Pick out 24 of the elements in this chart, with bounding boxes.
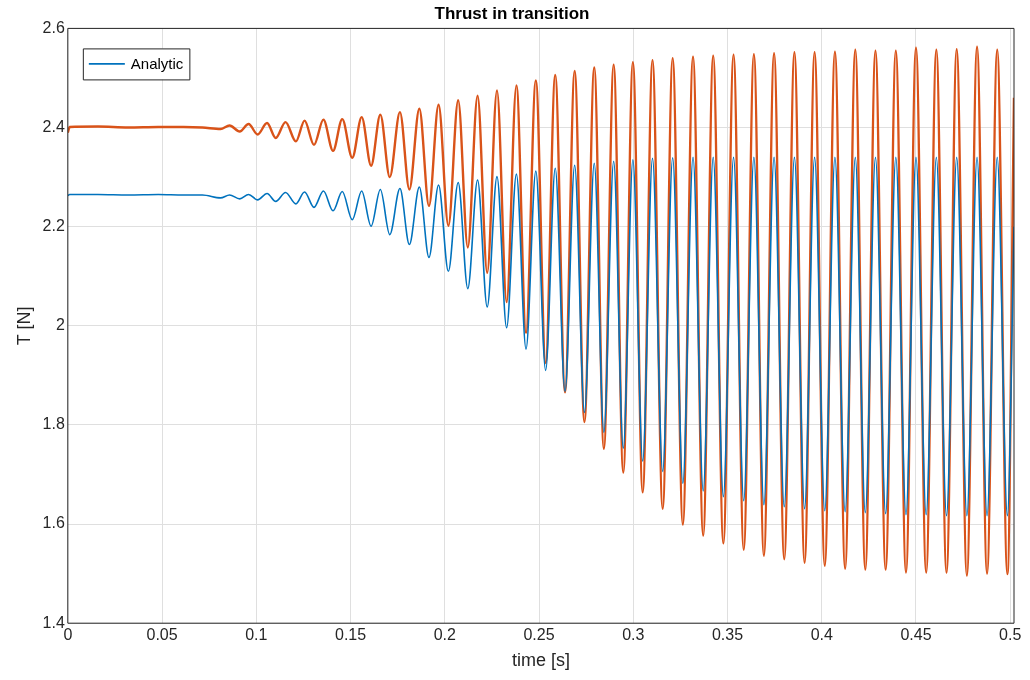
legend-label: Analytic [130,55,184,73]
y-tick-label: 1.8 [42,415,65,433]
line-series [67,45,1014,577]
x-tick-label: 0.4 [810,626,833,644]
y-tick-label: 2.6 [42,18,65,36]
x-tick-label: 0.15 [334,626,367,644]
y-tick-label: 2.4 [42,117,65,135]
chart-title: Thrust in transition [434,3,590,23]
x-tick-label: 0.35 [711,626,744,644]
y-tick-label: 2.2 [42,217,65,235]
y-axis-title: T [N] [13,306,34,346]
x-tick-label: 0.3 [622,626,645,644]
x-tick-label: 0.25 [523,626,555,644]
x-tick-label: 0.05 [146,626,178,644]
x-tick-label: 0 [63,626,73,644]
y-tick-label: 1.6 [42,514,65,532]
x-axis-title: time [s] [511,650,570,671]
x-tick-label: 0.2 [433,626,457,644]
x-tick-label: 0.1 [245,626,268,644]
y-tick-label: 2 [55,316,65,334]
y-tick-label: 1.4 [42,613,65,631]
x-tick-label: 0.45 [900,626,932,644]
x-tick-label: 0.5 [999,626,1022,644]
line-series [67,156,1014,517]
